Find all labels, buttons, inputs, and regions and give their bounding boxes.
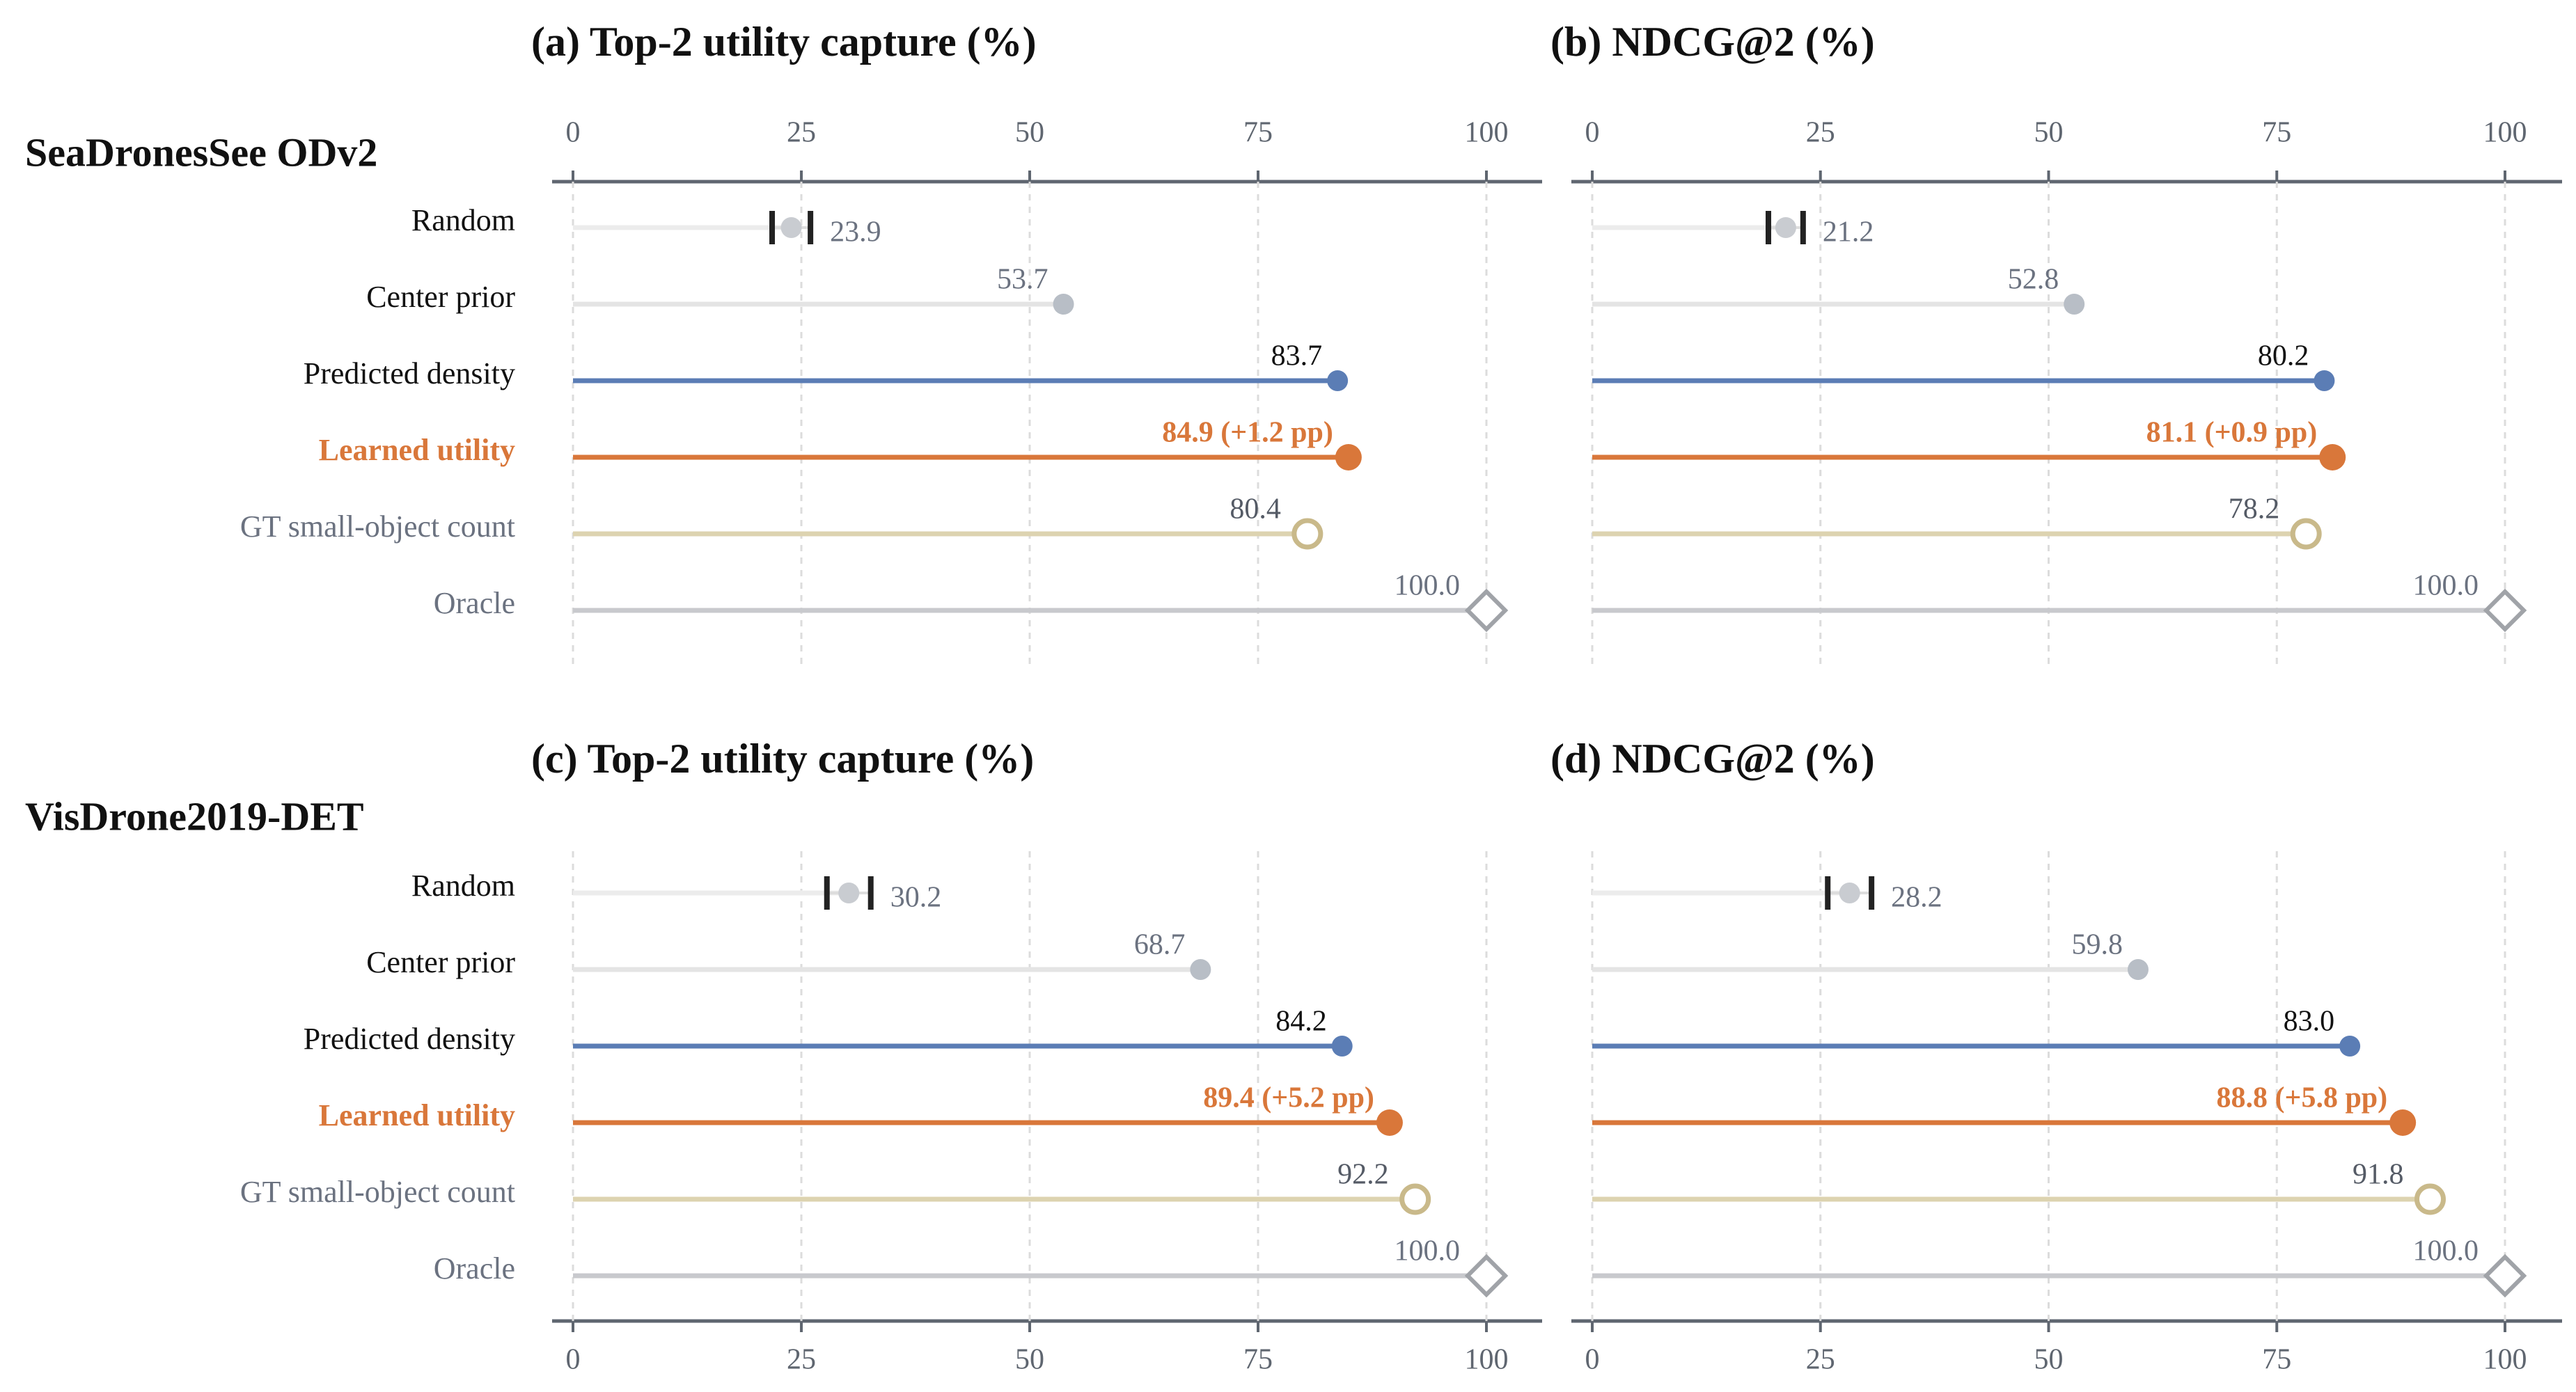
- value-label: 84.2: [1275, 1006, 1327, 1038]
- marker-dot: [780, 217, 802, 238]
- value-label: 80.2: [2258, 340, 2309, 372]
- marker-dot: [1775, 217, 1796, 238]
- value-label: 89.4 (+5.2 pp): [1203, 1082, 1374, 1114]
- category-label: Random: [411, 203, 515, 237]
- marker-diamond: [1464, 1253, 1509, 1298]
- x-tick-label: 25: [787, 117, 816, 149]
- value-label: 28.2: [1891, 882, 1942, 914]
- marker-ring: [2414, 1183, 2446, 1215]
- value-label: 100.0: [2413, 1235, 2479, 1267]
- category-label: Random: [411, 869, 515, 903]
- x-tick-label: 25: [787, 1344, 816, 1376]
- x-tick-label: 75: [1243, 1344, 1273, 1376]
- value-label: 91.8: [2353, 1159, 2404, 1191]
- x-tick-label: 50: [2034, 1344, 2064, 1376]
- value-label: 100.0: [1395, 1235, 1461, 1267]
- x-tick-label: 0: [566, 117, 581, 149]
- value-label: 100.0: [1395, 570, 1461, 602]
- value-label: 88.8 (+5.8 pp): [2217, 1082, 2388, 1114]
- panel-title: (b) NDCG@2 (%): [1550, 19, 1875, 65]
- x-tick-label: 50: [1015, 117, 1044, 149]
- dataset-label: VisDrone2019-DET: [25, 793, 364, 839]
- marker-diamond: [2483, 1253, 2527, 1298]
- marker-dot: [1053, 294, 1074, 315]
- x-tick-label: 0: [566, 1344, 581, 1376]
- value-label: 23.9: [830, 216, 881, 248]
- panel-title: (a) Top-2 utility capture (%): [531, 19, 1037, 65]
- category-label: Predicted density: [304, 356, 515, 390]
- value-label: 92.2: [1337, 1159, 1389, 1191]
- marker-dot: [1331, 1036, 1353, 1057]
- marker-dot: [2127, 959, 2149, 980]
- value-label: 83.0: [2284, 1006, 2335, 1038]
- x-tick-label: 25: [1806, 1344, 1835, 1376]
- value-label: 59.8: [2071, 929, 2123, 961]
- value-label: 78.2: [2229, 493, 2280, 525]
- x-tick-label: 50: [1015, 1344, 1044, 1376]
- x-tick-label: 100: [1465, 117, 1509, 149]
- value-label: 68.7: [1134, 929, 1186, 961]
- x-tick-label: 0: [1585, 117, 1600, 149]
- marker-ring: [1399, 1183, 1431, 1215]
- x-tick-label: 100: [2483, 1344, 2527, 1376]
- category-label: GT small-object count: [240, 509, 515, 544]
- value-label: 81.1 (+0.9 pp): [2146, 417, 2318, 449]
- x-tick-label: 0: [1585, 1344, 1600, 1376]
- value-label: 84.9 (+1.2 pp): [1162, 417, 1333, 449]
- marker-dot: [1335, 444, 1362, 470]
- marker-dot: [2339, 1036, 2361, 1057]
- category-label: Oracle: [434, 586, 515, 620]
- x-tick-label: 75: [2262, 117, 2291, 149]
- marker-dot: [2314, 370, 2335, 391]
- x-tick-label: 100: [2483, 117, 2527, 149]
- category-label: Center prior: [366, 280, 515, 314]
- category-label: Learned utility: [319, 1098, 515, 1132]
- value-label: 83.7: [1271, 340, 1323, 372]
- marker-ring: [2290, 518, 2322, 550]
- marker-dot: [2389, 1109, 2417, 1136]
- x-tick-label: 100: [1465, 1344, 1509, 1376]
- category-label: Learned utility: [319, 433, 515, 467]
- marker-dot: [1327, 370, 1349, 391]
- x-tick-label: 25: [1806, 117, 1835, 149]
- marker-dot: [1839, 883, 1860, 903]
- marker-dot: [2064, 294, 2085, 315]
- value-label: 100.0: [2413, 570, 2479, 602]
- dataset-label: SeaDronesSee ODv2: [25, 129, 377, 175]
- marker-ring: [1291, 518, 1324, 550]
- category-label: Center prior: [366, 945, 515, 979]
- panel-title: (c) Top-2 utility capture (%): [531, 736, 1034, 782]
- x-tick-label: 75: [2262, 1344, 2291, 1376]
- marker-dot: [1376, 1109, 1403, 1136]
- value-label: 53.7: [997, 264, 1049, 296]
- marker-dot: [1190, 959, 1211, 980]
- marker-diamond: [2483, 588, 2527, 633]
- panel-title: (d) NDCG@2 (%): [1550, 736, 1875, 782]
- value-label: 30.2: [890, 882, 942, 914]
- value-label: 52.8: [2008, 264, 2059, 296]
- marker-dot: [838, 883, 860, 903]
- category-label: GT small-object count: [240, 1175, 515, 1209]
- category-label: Predicted density: [304, 1022, 515, 1056]
- x-tick-label: 50: [2034, 117, 2064, 149]
- value-label: 21.2: [1823, 216, 1874, 248]
- marker-diamond: [1464, 588, 1509, 633]
- x-tick-label: 75: [1243, 117, 1273, 149]
- value-label: 80.4: [1230, 493, 1281, 525]
- marker-dot: [2319, 444, 2346, 470]
- category-label: Oracle: [434, 1251, 515, 1286]
